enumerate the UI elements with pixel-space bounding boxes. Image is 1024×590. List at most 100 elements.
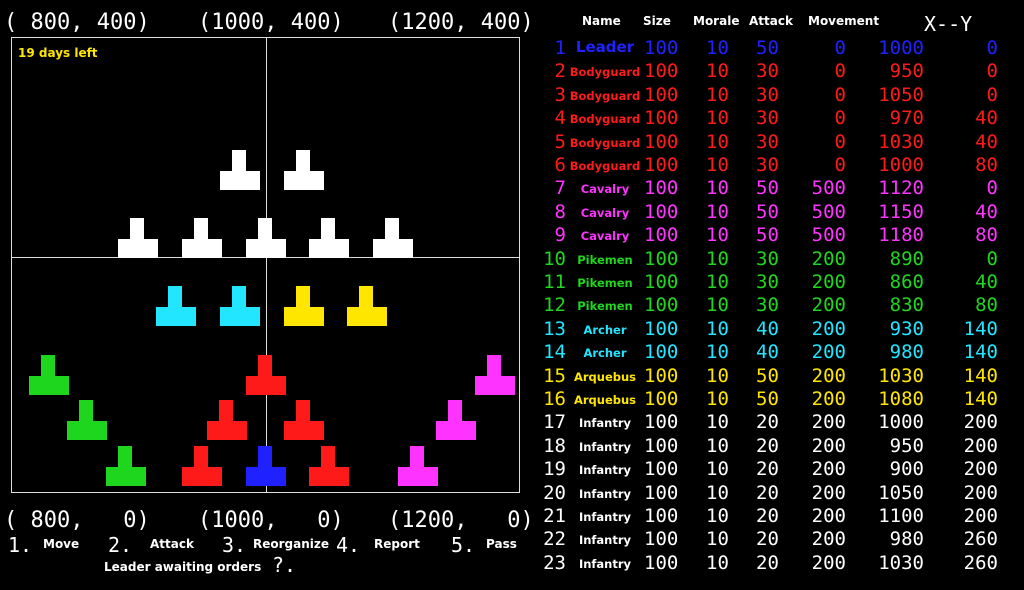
- unit-token-pikemen[interactable]: [67, 400, 108, 441]
- unit-name: Infantry: [578, 556, 632, 571]
- unit-number: 20: [543, 481, 566, 504]
- table-row: 11 Pikemen 100 10 30 200 860 40: [0, 271, 1024, 294]
- unit-size: 100: [644, 107, 679, 130]
- unit-y: 200: [963, 434, 998, 457]
- unit-attack: 50: [756, 200, 779, 223]
- unit-x: 1150: [878, 200, 924, 223]
- unit-size: 100: [644, 271, 679, 293]
- unit-token-leader[interactable]: [245, 446, 286, 486]
- unit-movement: 500: [811, 200, 846, 223]
- unit-token-bodyguard[interactable]: [181, 446, 222, 486]
- unit-token-infantry[interactable]: [245, 218, 286, 258]
- unit-size: 100: [644, 341, 679, 364]
- unit-y: 140: [963, 317, 998, 340]
- table-row: 15 Arquebus 100 10 50 200 1030 140: [0, 365, 1024, 388]
- unit-token-pikemen[interactable]: [29, 354, 70, 395]
- unit-number: 11: [543, 271, 566, 293]
- unit-movement: 200: [811, 528, 846, 551]
- unit-token-pikemen[interactable]: [105, 446, 146, 486]
- unit-x: 1030: [878, 364, 924, 387]
- unit-y: 0: [986, 83, 998, 106]
- unit-token-bodyguard[interactable]: [207, 400, 248, 441]
- header-morale: Morale: [693, 14, 740, 28]
- unit-size: 100: [644, 154, 679, 176]
- unit-token-bodyguard[interactable]: [245, 354, 286, 395]
- unit-x: 1030: [878, 551, 924, 574]
- unit-token-infantry[interactable]: [181, 218, 222, 258]
- unit-number: 1: [554, 37, 566, 59]
- unit-name: Archer: [583, 322, 627, 337]
- unit-morale: 10: [706, 551, 729, 574]
- header-movement: Movement: [808, 14, 880, 28]
- unit-size: 100: [644, 528, 679, 551]
- table-row: 3 Bodyguard 100 10 30 0 1050 0: [0, 84, 1024, 107]
- table-row: 23 Infantry 100 10 20 200 1030 260: [0, 552, 1024, 575]
- unit-token-arquebus[interactable]: [347, 286, 388, 327]
- unit-y: 200: [963, 458, 998, 481]
- unit-x: 1080: [878, 388, 924, 410]
- unit-name: Pikemen: [577, 299, 633, 314]
- table-row: 4 Bodyguard 100 10 30 0 970 40: [0, 107, 1024, 130]
- unit-attack: 30: [756, 130, 779, 153]
- unit-x: 980: [889, 341, 924, 364]
- unit-morale: 10: [706, 224, 729, 247]
- unit-x: 1100: [878, 505, 924, 527]
- unit-number: 10: [543, 247, 566, 270]
- unit-attack: 20: [756, 458, 779, 481]
- unit-token-infantry[interactable]: [220, 149, 261, 190]
- unit-token-arquebus[interactable]: [283, 286, 324, 327]
- menu-number: 2.: [108, 533, 133, 557]
- unit-token-bodyguard[interactable]: [309, 446, 350, 486]
- unit-movement: 200: [811, 247, 846, 270]
- unit-x: 860: [889, 271, 924, 293]
- unit-attack: 20: [756, 505, 779, 527]
- unit-y: 40: [975, 130, 998, 153]
- unit-morale: 10: [706, 458, 729, 481]
- unit-token-infantry[interactable]: [118, 218, 159, 258]
- unit-movement: 200: [811, 294, 846, 317]
- unit-name: Arquebus: [573, 393, 637, 407]
- unit-token-infantry[interactable]: [309, 218, 350, 258]
- unit-token-cavalry[interactable]: [398, 446, 439, 486]
- table-row: 14 Archer 100 10 40 200 980 140: [0, 341, 1024, 364]
- unit-size: 100: [644, 37, 679, 59]
- unit-y: 80: [975, 294, 998, 317]
- table-row: 6 Bodyguard 100 10 30 0 1000 80: [0, 154, 1024, 177]
- unit-movement: 0: [834, 130, 846, 153]
- unit-movement: 0: [834, 37, 846, 59]
- unit-token-infantry[interactable]: [283, 149, 324, 190]
- unit-y: 260: [963, 528, 998, 551]
- unit-size: 100: [644, 224, 679, 247]
- unit-movement: 500: [811, 177, 846, 200]
- unit-name: Cavalry: [580, 182, 630, 197]
- header-name: Name: [582, 14, 621, 28]
- battlefield-vertical-axis: [266, 37, 267, 493]
- unit-token-cavalry[interactable]: [436, 400, 477, 441]
- unit-x: 980: [889, 528, 924, 551]
- unit-y: 200: [963, 481, 998, 504]
- table-row: 2 Bodyguard 100 10 30 0 950 0: [0, 60, 1024, 83]
- unit-morale: 10: [706, 481, 729, 504]
- unit-number: 17: [543, 411, 566, 434]
- command-cursor[interactable]: ?.: [272, 553, 297, 577]
- unit-token-archer[interactable]: [220, 286, 261, 327]
- unit-morale: 10: [706, 505, 729, 527]
- unit-token-archer[interactable]: [156, 286, 197, 327]
- unit-y: 80: [975, 224, 998, 247]
- unit-attack: 40: [756, 317, 779, 340]
- unit-size: 100: [644, 481, 679, 504]
- header-size: Size: [643, 14, 671, 28]
- unit-size: 100: [644, 247, 679, 270]
- unit-attack: 20: [756, 528, 779, 551]
- unit-name: Infantry: [578, 510, 632, 524]
- unit-y: 200: [963, 411, 998, 434]
- unit-name: Bodyguard: [569, 159, 641, 173]
- unit-number: 7: [554, 177, 566, 200]
- unit-movement: 200: [811, 551, 846, 574]
- unit-size: 100: [644, 60, 679, 83]
- unit-token-cavalry[interactable]: [474, 354, 515, 395]
- unit-size: 100: [644, 364, 679, 387]
- unit-token-infantry[interactable]: [372, 218, 413, 258]
- unit-token-bodyguard[interactable]: [283, 400, 324, 441]
- unit-morale: 10: [706, 154, 729, 176]
